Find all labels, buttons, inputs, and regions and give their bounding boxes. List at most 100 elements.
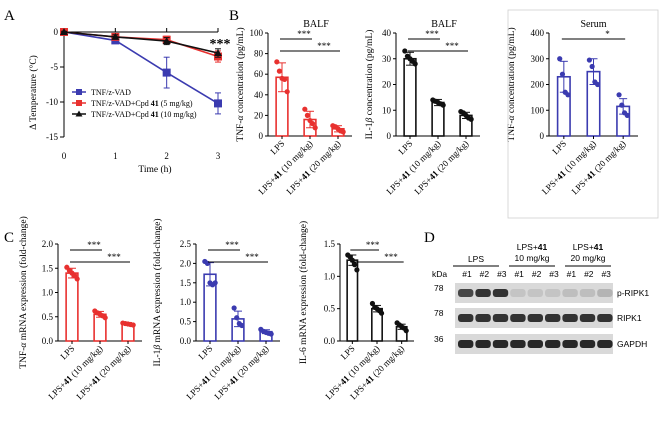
significance-label: *** bbox=[317, 41, 331, 51]
data-point bbox=[586, 57, 592, 63]
bar bbox=[431, 101, 445, 137]
x-tick-label: 2 bbox=[164, 151, 169, 161]
blot-band bbox=[597, 314, 613, 322]
data-point bbox=[284, 89, 290, 95]
significance-label: *** bbox=[210, 37, 231, 52]
blot-group-label-part: LPS+ bbox=[573, 242, 594, 252]
data-point bbox=[378, 310, 385, 316]
y-axis-label-part: TNF- bbox=[19, 348, 29, 369]
data-point bbox=[589, 63, 595, 70]
legend-label: TNF/z-VAD+Cpd 41 (10 mg/kg) bbox=[91, 110, 197, 119]
data-point bbox=[268, 331, 274, 337]
y-axis-label: Δ Temperature (°C) bbox=[28, 55, 39, 130]
y-tick-label: 20 bbox=[254, 110, 264, 120]
data-point bbox=[214, 99, 222, 108]
blot-group-label-part: 41 bbox=[538, 242, 548, 252]
y-axis-label-part: mRNA expression (fold-change) bbox=[152, 219, 163, 345]
data-point bbox=[231, 305, 237, 311]
y-tick-label: 0.5 bbox=[180, 317, 192, 327]
data-point bbox=[162, 68, 171, 77]
category-label: LPS bbox=[339, 343, 357, 361]
y-axis-label-part: β bbox=[153, 345, 163, 351]
y-tick-label: 1.0 bbox=[180, 297, 192, 307]
blot-band bbox=[579, 289, 596, 297]
data-point bbox=[440, 102, 446, 108]
data-point bbox=[111, 32, 120, 40]
chart-title: BALF bbox=[431, 19, 457, 30]
data-point bbox=[60, 28, 68, 35]
series-2 bbox=[60, 28, 222, 58]
blot-band bbox=[510, 289, 526, 297]
significance-label: *** bbox=[425, 29, 439, 39]
y-axis-label-part: TNF- bbox=[236, 120, 246, 141]
panel-letter-a: A bbox=[4, 8, 15, 24]
data-point bbox=[595, 81, 601, 88]
data-point bbox=[352, 262, 358, 268]
chart-c2: 0.0 0.5 1.0 1.5 2.0 2.5 IL-1β mRNA expression … bbox=[152, 219, 280, 401]
y-tick-label: 60 bbox=[254, 69, 264, 79]
y-tick-label: 400 bbox=[531, 28, 545, 38]
blot-band bbox=[458, 314, 474, 322]
data-point bbox=[214, 49, 222, 56]
blot-band bbox=[527, 314, 543, 322]
legend-label-part: TNF/z-VAD+Cpd bbox=[91, 110, 151, 119]
blot-lane-label: #3 bbox=[601, 269, 611, 279]
y-tick-label: 20 bbox=[382, 80, 392, 90]
category-label: LPS bbox=[268, 138, 286, 156]
legend-label: TNF/z-VAD bbox=[91, 88, 131, 97]
blot-band bbox=[492, 314, 509, 322]
y-tick-label: 0 bbox=[540, 131, 545, 141]
data-point bbox=[74, 276, 80, 282]
data-point bbox=[349, 257, 355, 263]
y-tick-label: 10 bbox=[382, 105, 392, 115]
blot-band bbox=[545, 314, 561, 322]
data-point bbox=[312, 125, 318, 131]
series-line bbox=[63, 31, 219, 54]
y-axis-label: IL-1β mRNA expression (fold-change) bbox=[152, 219, 163, 367]
blot-band bbox=[597, 289, 613, 297]
y-tick-label: -5 bbox=[51, 62, 59, 72]
blot-group-label-part: 41 bbox=[594, 242, 604, 252]
category-label: LPS+41 (20 mg/kg) bbox=[284, 138, 342, 196]
data-point bbox=[354, 267, 360, 273]
y-tick-label: -10 bbox=[46, 97, 58, 107]
legend-label-part: (5 mg/kg) bbox=[159, 99, 193, 108]
y-tick-label: 0.5 bbox=[324, 304, 336, 314]
data-point bbox=[403, 328, 409, 334]
blot-lane-label: #2 bbox=[584, 269, 594, 279]
blot-band bbox=[562, 340, 578, 348]
data-point bbox=[239, 322, 245, 329]
y-axis-label: TNF-α mRNA expression (fold-change) bbox=[18, 216, 29, 369]
y-tick-label: 0.0 bbox=[180, 336, 192, 346]
y-axis-label-part: β bbox=[365, 117, 375, 123]
legend-marker bbox=[76, 89, 82, 95]
y-axis-label: TNF-α concentration (pg/mL) bbox=[235, 27, 246, 141]
category-label: LPS+41 (20 mg/kg) bbox=[74, 343, 132, 401]
chart-title: BALF bbox=[303, 19, 329, 30]
y-tick-label: 0.5 bbox=[42, 312, 54, 322]
chart-a: 0 -5 -10 -15 0 1 2 3 Time (h) Δ Temperature (°C) *… bbox=[28, 27, 231, 175]
category-label: LPS bbox=[396, 138, 414, 156]
data-point bbox=[234, 315, 240, 321]
serum-frame bbox=[507, 9, 659, 219]
data-point bbox=[565, 92, 571, 98]
data-point bbox=[102, 315, 108, 321]
bar bbox=[65, 272, 79, 342]
blot-group-sublabel: 20 mg/kg bbox=[571, 253, 606, 263]
y-tick-label: 0 bbox=[259, 131, 264, 141]
blot-band bbox=[458, 340, 474, 348]
blot-row-label: GAPDH bbox=[617, 339, 647, 349]
panel-letter-d: D bbox=[424, 230, 435, 246]
data-point bbox=[557, 56, 563, 62]
y-axis-label: IL-6 mRNA expression (fold-change) bbox=[298, 221, 309, 364]
y-axis-label-part: IL-1 bbox=[365, 122, 375, 139]
blot-group-label: LPS+41 bbox=[517, 242, 548, 252]
category-label: LPS+41 (20 mg/kg) bbox=[570, 138, 628, 196]
legend-marker bbox=[75, 110, 83, 117]
panel-letter-c: C bbox=[4, 230, 14, 246]
blot-band bbox=[458, 289, 474, 297]
y-tick-label: 80 bbox=[254, 49, 264, 59]
data-point bbox=[304, 112, 311, 118]
significance-label: *** bbox=[445, 41, 459, 51]
